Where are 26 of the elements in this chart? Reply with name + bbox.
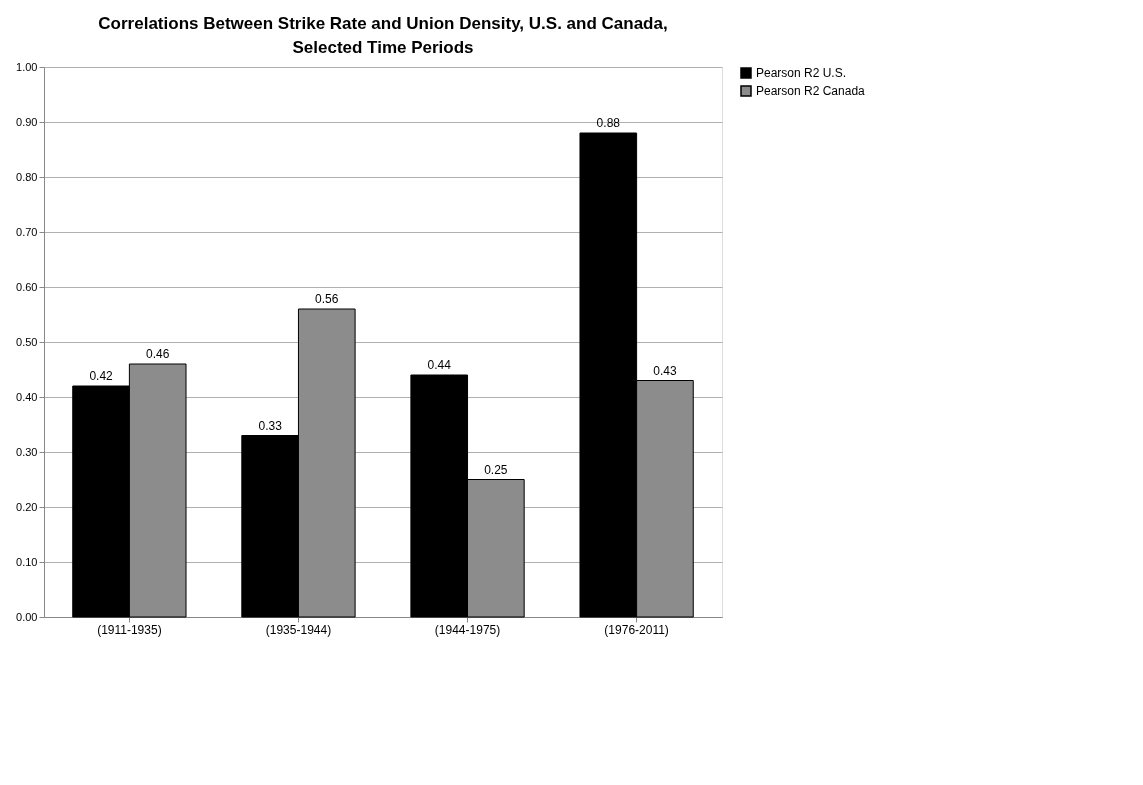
legend-label: Pearson R2 U.S. <box>756 66 847 80</box>
x-tick-label: (1911-1935) <box>97 622 162 637</box>
data-label: 0.88 <box>596 116 621 130</box>
y-tick-label: 0.70 <box>16 225 38 238</box>
data-label: 0.33 <box>258 418 283 433</box>
y-tick-label: 0.00 <box>16 610 38 623</box>
x-tick-label: (1935-1944) <box>265 622 332 637</box>
y-tick-label: 0.10 <box>16 555 38 568</box>
data-label: 0.56 <box>315 292 339 306</box>
y-tick-label: 0.20 <box>16 500 38 513</box>
data-label: 0.44 <box>427 358 452 372</box>
data-label: 0.25 <box>484 462 508 477</box>
y-tick-label: 0.60 <box>16 280 38 293</box>
data-label: 0.42 <box>89 369 114 383</box>
y-tick-label: 0.50 <box>16 335 38 348</box>
legend-label: Pearson R2 Canada <box>756 84 866 98</box>
y-tick-label: 0.40 <box>16 390 38 403</box>
y-tick-label: 0.30 <box>16 445 38 458</box>
y-tick-label: 0.90 <box>16 115 38 128</box>
y-tick-label: 0.80 <box>16 170 38 183</box>
y-tick-label: 1.00 <box>16 60 38 73</box>
data-label: 0.43 <box>653 363 677 378</box>
x-tick-label: (1976-2011) <box>604 622 669 637</box>
chart-title: Correlations Between Strike Rate and Union Density, U.S. and Canada, Selected Time Periods <box>98 14 668 57</box>
x-tick-label: (1944-1975) <box>434 622 501 637</box>
data-label: 0.46 <box>146 347 170 361</box>
